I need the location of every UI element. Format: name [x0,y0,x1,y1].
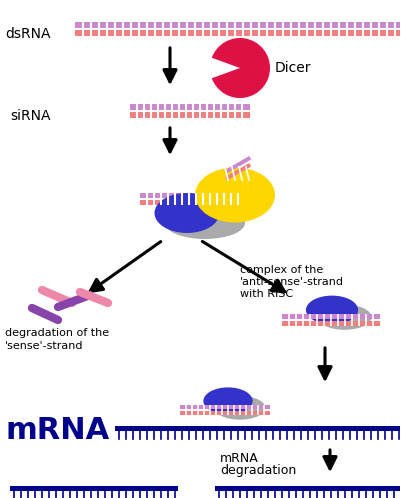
Text: siRNA: siRNA [10,109,51,123]
Ellipse shape [306,296,358,324]
Ellipse shape [317,305,372,330]
Bar [282,321,380,326]
Text: degradation of the: degradation of the [5,328,109,338]
Text: 'sense'-strand: 'sense'-strand [5,341,84,351]
Ellipse shape [221,76,249,96]
Bar [225,163,251,180]
Text: mRNA: mRNA [5,415,109,445]
Bar [225,156,251,173]
Text: Dicer: Dicer [275,61,311,75]
Bar [115,426,400,431]
Bar [75,30,400,36]
Text: 'anti-sense'-strand: 'anti-sense'-strand [240,277,344,287]
Text: complex of the: complex of the [240,265,323,275]
Text: mRNA: mRNA [220,452,259,465]
Bar [180,411,270,415]
Bar [282,314,380,319]
Bar [180,405,270,409]
Text: dsRNA: dsRNA [5,27,51,41]
Bar [140,200,240,205]
Text: with RISC: with RISC [240,289,293,299]
Wedge shape [212,38,270,98]
Bar [130,112,250,118]
Ellipse shape [155,193,220,233]
Bar [10,486,178,491]
Bar [215,486,400,491]
Ellipse shape [214,396,265,420]
Ellipse shape [203,387,253,415]
Ellipse shape [165,207,245,239]
Bar [140,193,240,198]
Ellipse shape [195,167,275,223]
Text: degradation: degradation [220,464,296,477]
Bar [130,104,250,110]
Bar [75,22,400,28]
